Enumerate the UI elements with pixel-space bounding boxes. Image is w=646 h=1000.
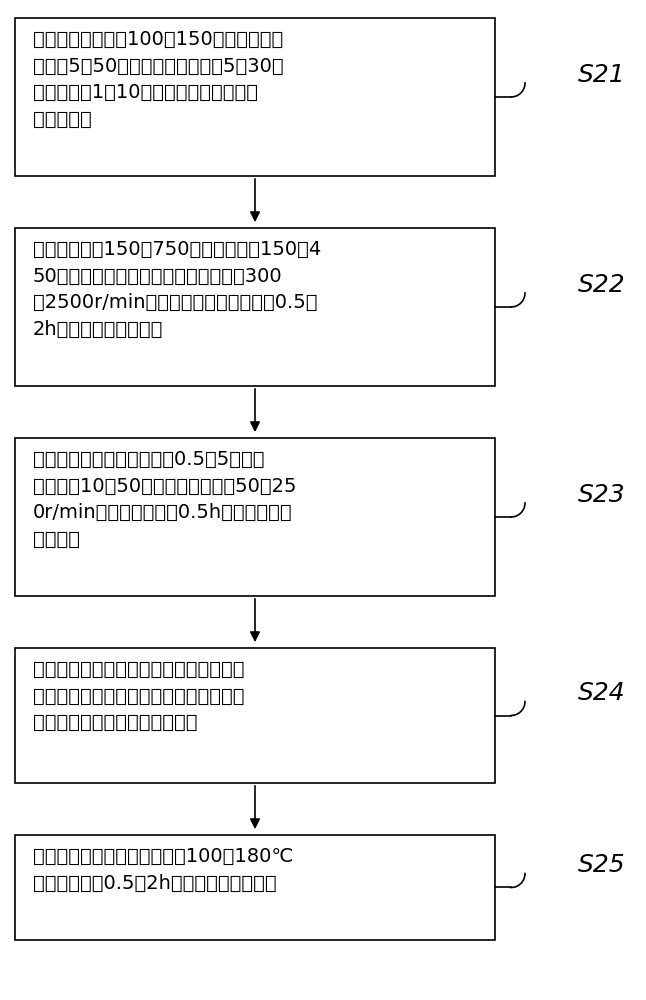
Text: 在所述初步混合物中，加入0.5～5份催化
剂，以及10～50份挥发性溶剂，以50～25
0r/min转速下真空搅拌0.5h，获得混合均
匀的物料: 在所述初步混合物中，加入0.5～5份催化 剂，以及10～50份挥发性溶剂，以50… [33, 450, 297, 548]
Text: S22: S22 [578, 273, 625, 297]
Bar [15, 18, 495, 176]
Text: S21: S21 [578, 63, 625, 87]
Bar [15, 648, 495, 783]
Bar [15, 438, 495, 596]
Bar [15, 835, 495, 940]
Text: S25: S25 [578, 853, 625, 877]
Bar [15, 228, 495, 386]
Text: 取向：将所述混合均匀的物料，通过附加
有定向磁场的固化传送炉，以流延或者压
延工艺，获得取向的片型半成品: 取向：将所述混合均匀的物料，通过附加 有定向磁场的固化传送炉，以流延或者压 延工… [33, 660, 244, 732]
Text: 固化：将所述片型半成品进行100～180℃
烘干固化处理0.5～2h，获得导热吸波垫片: 固化：将所述片型半成品进行100～180℃ 烘干固化处理0.5～2h，获得导热吸… [33, 847, 293, 892]
Text: S23: S23 [578, 483, 625, 507]
Text: 调配所述基胶：将100～150份乙烯基聚硅
氧烷、5～50份聚二甲基硅氧烷、5～30份
含氢硅油、1～10份抑制剂搅拌均匀，获
得所述基胶: 调配所述基胶：将100～150份乙烯基聚硅 氧烷、5～50份聚二甲基硅氧烷、5～… [33, 30, 284, 128]
Text: S24: S24 [578, 682, 625, 706]
Text: 混合物料：将150～750份导热粉体、150～4
50份改性吸波粉加入至所述基胶中，以300
～2500r/min转速，进行真空搅拌混合0.5～
2h，获得初步: 混合物料：将150～750份导热粉体、150～4 50份改性吸波粉加入至所述基胶… [33, 240, 321, 338]
